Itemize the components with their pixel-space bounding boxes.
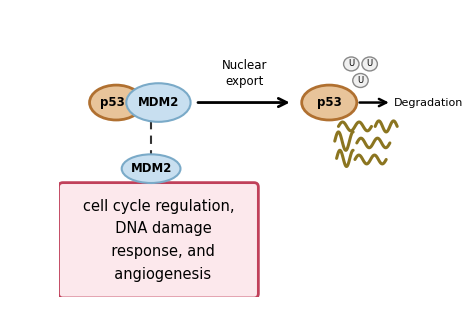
Text: MDM2: MDM2 bbox=[138, 96, 179, 109]
Text: p53: p53 bbox=[100, 96, 125, 109]
Ellipse shape bbox=[362, 57, 377, 71]
Text: U: U bbox=[348, 59, 355, 68]
Ellipse shape bbox=[126, 83, 191, 122]
Ellipse shape bbox=[344, 57, 359, 71]
Ellipse shape bbox=[122, 154, 181, 183]
FancyBboxPatch shape bbox=[58, 183, 258, 298]
Text: p53: p53 bbox=[317, 96, 342, 109]
Text: U: U bbox=[357, 76, 364, 85]
Ellipse shape bbox=[353, 73, 368, 88]
Text: Degradation: Degradation bbox=[393, 98, 463, 108]
Text: Nuclear
export: Nuclear export bbox=[222, 59, 267, 88]
Text: U: U bbox=[366, 59, 373, 68]
Text: MDM2: MDM2 bbox=[130, 162, 172, 175]
Text: cell cycle regulation,
  DNA damage
  response, and
  angiogenesis: cell cycle regulation, DNA damage respon… bbox=[82, 199, 234, 282]
Ellipse shape bbox=[90, 85, 143, 120]
Ellipse shape bbox=[302, 85, 357, 120]
